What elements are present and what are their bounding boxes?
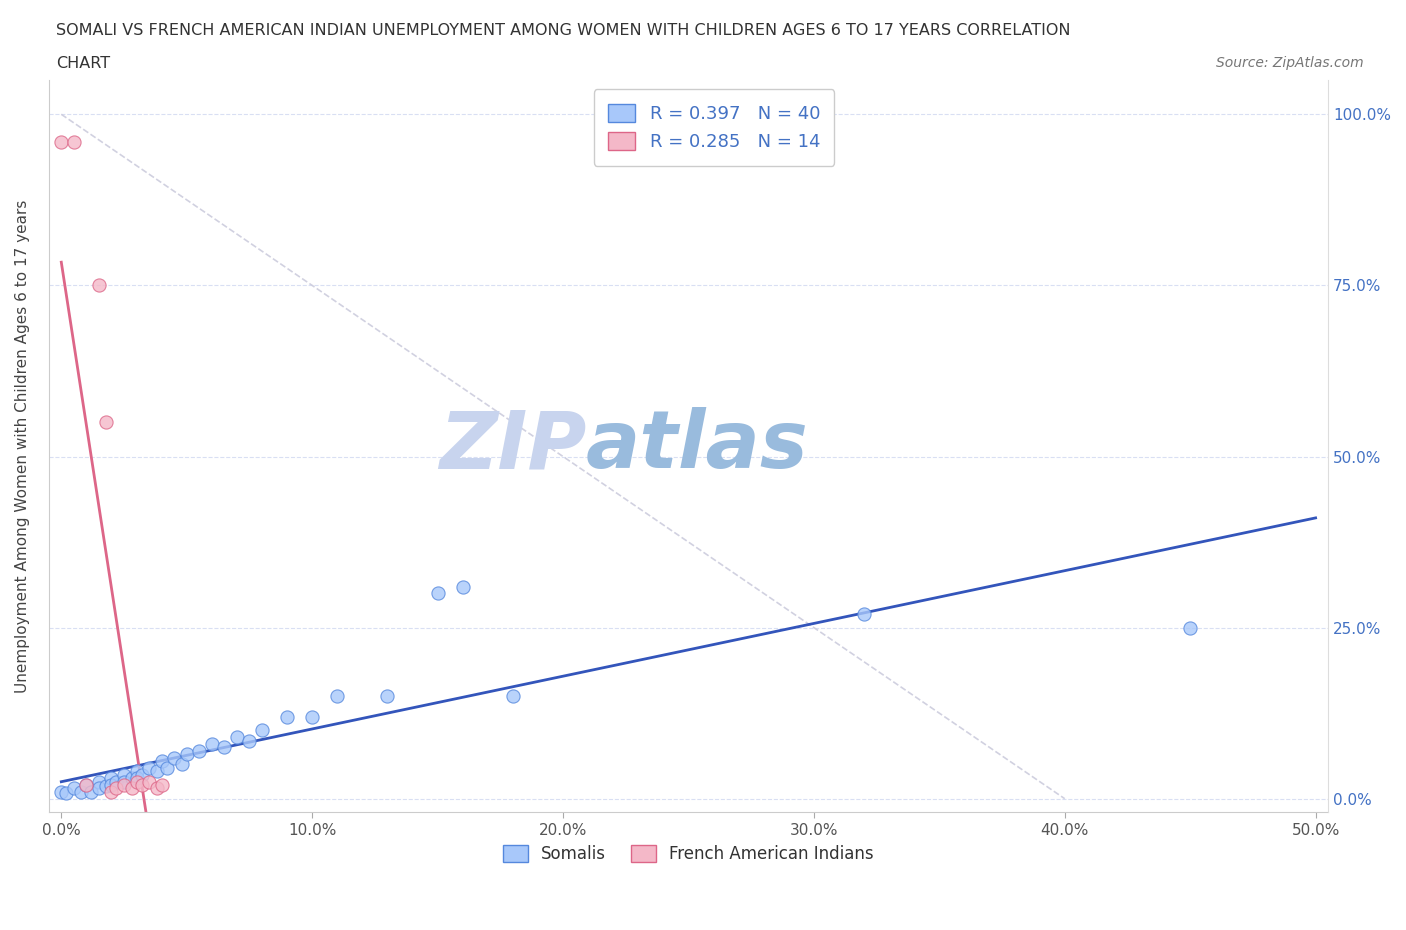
Point <box>80 784 103 799</box>
Legend: Somalis, French American Indians: Somalis, French American Indians <box>496 839 880 870</box>
Point <box>451 579 474 594</box>
Point <box>225 730 247 745</box>
Point <box>238 733 260 748</box>
Point <box>853 606 876 621</box>
Point <box>51 134 73 149</box>
Text: CHART: CHART <box>56 56 110 71</box>
Point <box>145 781 167 796</box>
Point <box>125 771 148 786</box>
Point <box>131 767 153 782</box>
Point <box>156 761 179 776</box>
Point <box>426 586 449 601</box>
Text: ZIP: ZIP <box>439 407 586 485</box>
Point <box>96 779 118 794</box>
Point <box>163 751 186 765</box>
Point <box>75 777 97 792</box>
Point <box>100 771 122 786</box>
Y-axis label: Unemployment Among Women with Children Ages 6 to 17 years: Unemployment Among Women with Children A… <box>15 200 30 693</box>
Point <box>121 781 143 796</box>
Point <box>100 784 122 799</box>
Point <box>96 415 118 430</box>
Point <box>112 774 135 789</box>
Point <box>150 777 173 792</box>
Point <box>75 777 97 792</box>
Point <box>170 757 193 772</box>
Point <box>276 710 298 724</box>
Point <box>250 723 273 737</box>
Text: Source: ZipAtlas.com: Source: ZipAtlas.com <box>1216 56 1364 70</box>
Point <box>150 753 173 768</box>
Point <box>121 771 143 786</box>
Point <box>87 781 110 796</box>
Point <box>214 740 236 755</box>
Point <box>105 781 128 796</box>
Point <box>176 747 198 762</box>
Point <box>301 710 323 724</box>
Point <box>326 688 349 703</box>
Point <box>125 764 148 778</box>
Point <box>502 688 524 703</box>
Point <box>138 774 160 789</box>
Point <box>377 688 399 703</box>
Point <box>145 764 167 778</box>
Point <box>63 134 86 149</box>
Point <box>112 767 135 782</box>
Text: atlas: atlas <box>586 407 808 485</box>
Point <box>51 784 73 799</box>
Point <box>125 774 148 789</box>
Text: SOMALI VS FRENCH AMERICAN INDIAN UNEMPLOYMENT AMONG WOMEN WITH CHILDREN AGES 6 T: SOMALI VS FRENCH AMERICAN INDIAN UNEMPLO… <box>56 23 1071 38</box>
Point <box>87 278 110 293</box>
Point <box>105 774 128 789</box>
Point <box>138 761 160 776</box>
Point <box>131 777 153 792</box>
Point <box>70 784 93 799</box>
Point <box>1178 620 1201 635</box>
Point <box>55 786 77 801</box>
Point <box>63 781 86 796</box>
Point <box>201 737 224 751</box>
Point <box>87 774 110 789</box>
Point <box>112 777 135 792</box>
Point <box>100 777 122 792</box>
Point <box>188 743 211 758</box>
